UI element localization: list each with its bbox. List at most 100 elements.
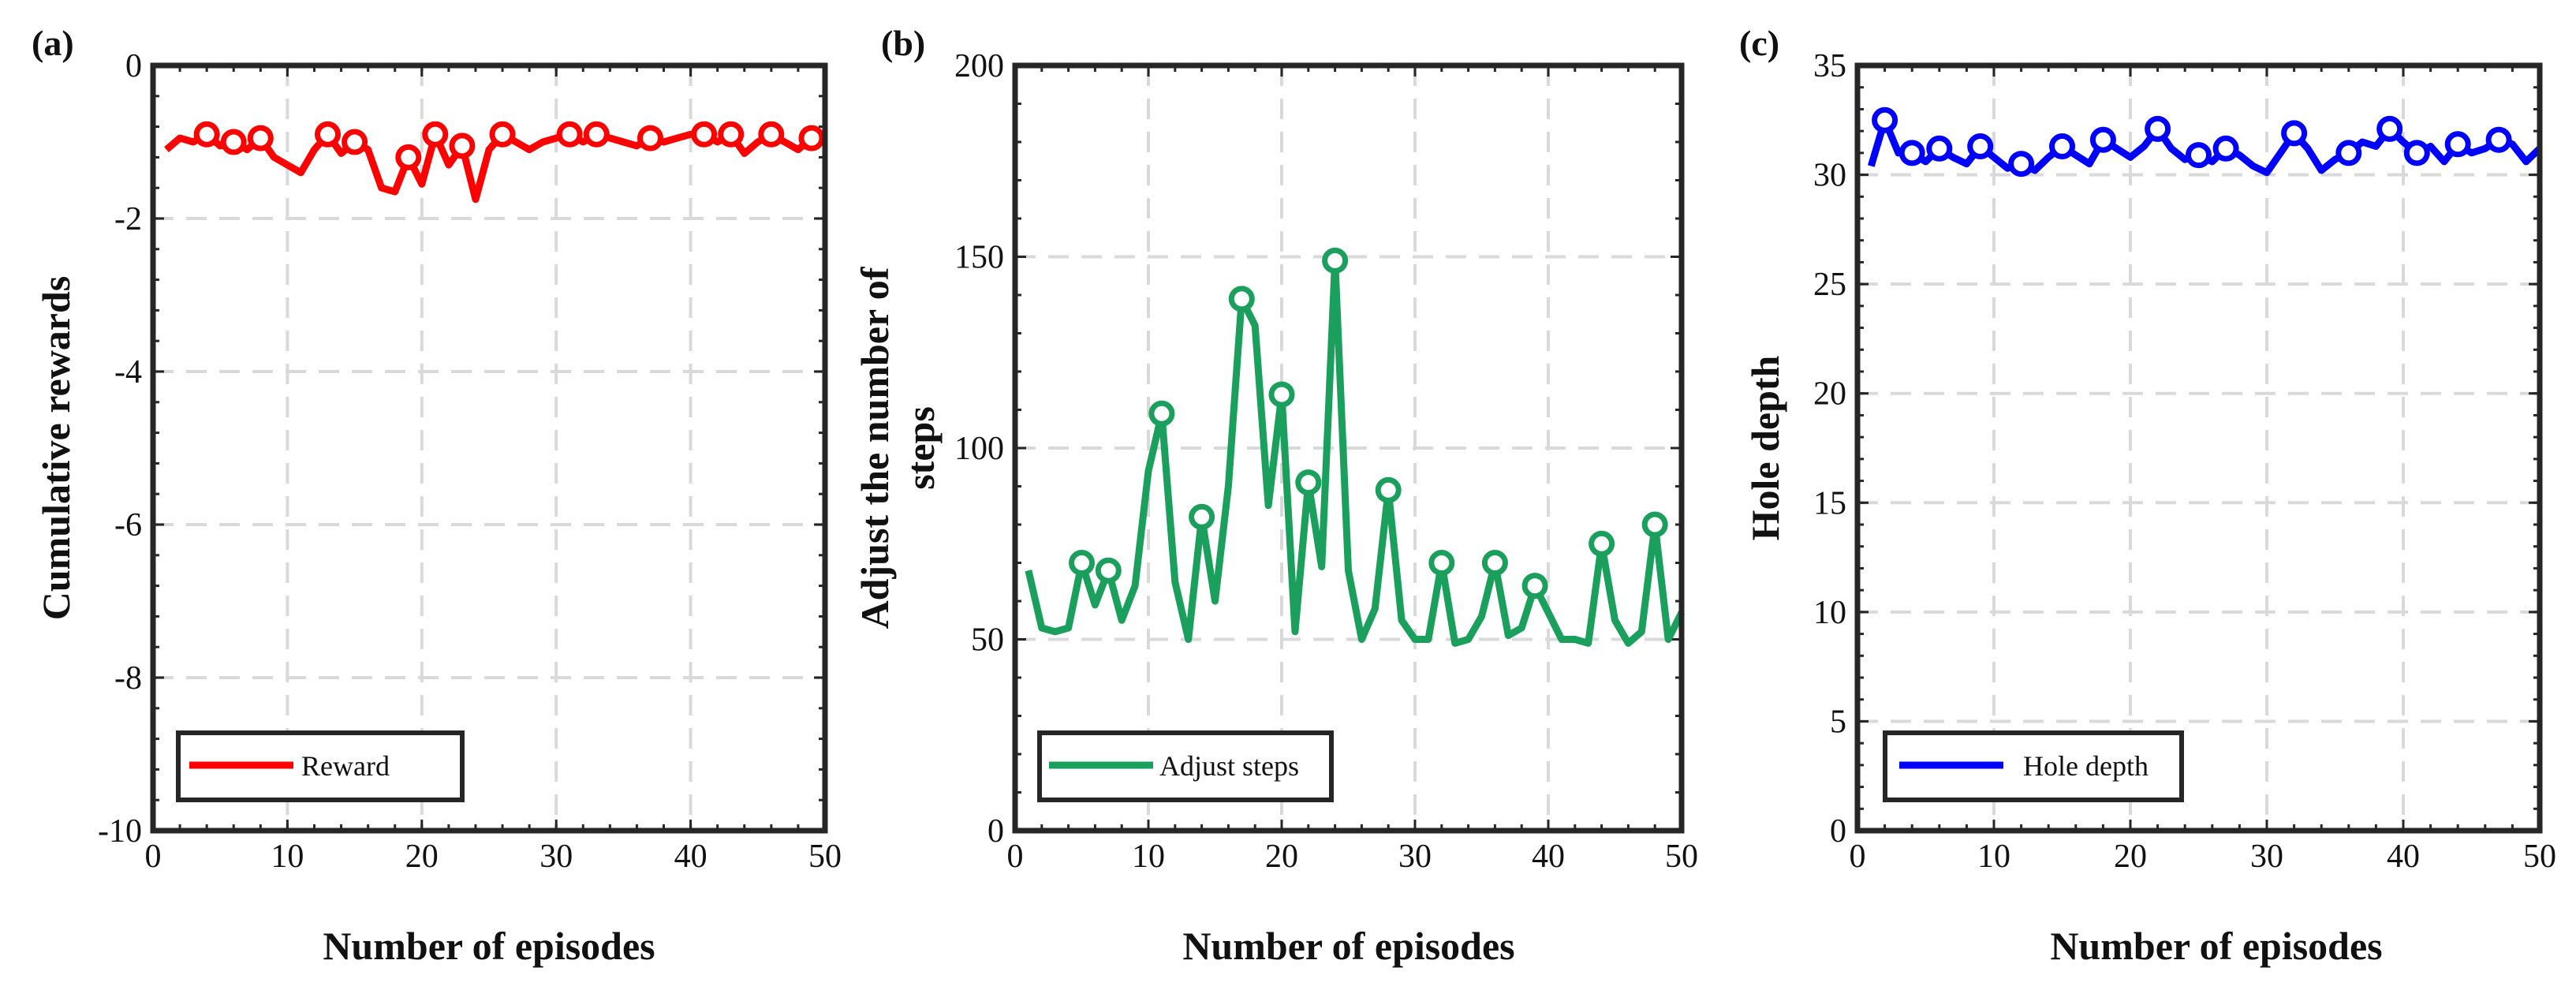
- marker-adjust-steps: [1589, 530, 1615, 557]
- y-tick-label-c: 15: [1813, 485, 1846, 521]
- y-tick-label-c: 30: [1813, 158, 1846, 194]
- y-tick-label-c: 20: [1813, 376, 1846, 413]
- marker-hole-depth: [2403, 140, 2430, 166]
- y-tick-label-a: -8: [114, 660, 142, 697]
- y-tick-label-b: 100: [954, 431, 1004, 467]
- legend-label-reward: Reward: [301, 750, 390, 782]
- marker-hole-depth: [2089, 126, 2116, 153]
- marker-adjust-steps: [1095, 557, 1122, 584]
- marker-reward: [315, 121, 341, 148]
- y-tick-label-b: 200: [954, 48, 1004, 84]
- x-tick-label-a: 10: [271, 839, 304, 875]
- marker-adjust-steps: [1069, 550, 1095, 576]
- marker-reward: [758, 121, 785, 148]
- y-tick-label-c: 35: [1813, 48, 1846, 84]
- marker-hole-depth: [2335, 140, 2362, 166]
- legend-b: Adjust steps: [1037, 730, 1334, 802]
- tick-labels-b: 0 10 20 30 40 50 0 50 100 150 200: [954, 48, 1698, 875]
- marker-reward: [718, 121, 745, 148]
- x-tick-label-a: 40: [674, 839, 707, 875]
- x-tick-label-c: 50: [2523, 839, 2556, 875]
- marker-hole-depth: [2008, 151, 2035, 177]
- marker-adjust-steps: [1295, 469, 1322, 496]
- marker-hole-depth: [2212, 135, 2239, 162]
- series-line-adjust-steps: [1025, 256, 1686, 647]
- y-axis-title-b-line2: steps: [898, 406, 943, 490]
- y-tick-label-c: 25: [1813, 267, 1846, 303]
- legend-label-hole-depth: Hole depth: [2023, 750, 2149, 782]
- y-tick-label-c: 10: [1813, 595, 1846, 631]
- plot-area-c: [1857, 65, 2540, 831]
- panel-a: 0 10 20 30 40 50 -10 -8 -6 -4 -2 0 (a) Cumulative r…: [32, 23, 842, 968]
- marker-hole-depth: [1926, 135, 1953, 162]
- x-axis-title-a: Number of episodes: [323, 924, 655, 968]
- x-axis-title-c: Number of episodes: [2050, 924, 2382, 968]
- y-tick-label-c: 0: [1830, 813, 1846, 850]
- y-tick-label-c: 5: [1830, 704, 1846, 740]
- marker-reward: [489, 121, 516, 148]
- legend-a: Reward: [176, 730, 465, 802]
- x-tick-label-a: 30: [539, 839, 573, 875]
- marker-adjust-steps: [1189, 503, 1215, 530]
- x-tick-label-b: 0: [1007, 839, 1024, 875]
- plot-area-a: [153, 65, 825, 831]
- panel-b: 0 10 20 30 40 50 0 50 100 150 200 (b) Adjust the n…: [853, 23, 1698, 968]
- y-tick-label-b: 0: [987, 813, 1004, 850]
- legend-label-adjust-steps: Adjust steps: [1159, 750, 1299, 782]
- tick-labels-a: 0 10 20 30 40 50 -10 -8 -6 -4 -2 0: [98, 48, 842, 875]
- x-tick-label-b: 50: [1665, 839, 1698, 875]
- x-tick-label-b: 10: [1132, 839, 1165, 875]
- marker-reward: [342, 129, 368, 155]
- y-axis-title-a: Cumulative rewards: [34, 276, 78, 621]
- y-tick-label-a: 0: [125, 48, 142, 84]
- panel-label-b: (b): [881, 23, 925, 63]
- marker-hole-depth: [2145, 115, 2171, 142]
- x-tick-label-b: 30: [1398, 839, 1432, 875]
- marker-reward: [556, 121, 583, 148]
- y-tick-label-a: -6: [114, 507, 142, 544]
- axes-frame-c: [1854, 62, 2543, 834]
- marker-hole-depth: [1967, 133, 1994, 159]
- x-tick-label-a: 50: [808, 839, 842, 875]
- y-tick-label-a: -2: [114, 201, 142, 237]
- marker-reward: [247, 125, 274, 151]
- series-c: [1867, 106, 2543, 177]
- y-tick-label-a: -4: [114, 354, 142, 390]
- marker-adjust-steps: [1428, 550, 1455, 576]
- panel-c: 0 10 20 30 40 50 0 5 10 15 20 25 30 35 (c) Hole depth…: [1739, 23, 2556, 968]
- panel-label-c: (c): [1739, 23, 1779, 63]
- x-tick-label-a: 0: [145, 839, 162, 875]
- marker-reward: [691, 121, 718, 148]
- marker-adjust-steps: [1228, 286, 1255, 312]
- marker-hole-depth: [1898, 140, 1925, 166]
- marker-hole-depth: [2376, 115, 2403, 142]
- x-tick-label-a: 20: [405, 839, 439, 875]
- marker-adjust-steps: [1268, 381, 1295, 408]
- series-a: [164, 121, 827, 204]
- marker-adjust-steps: [1148, 400, 1175, 427]
- y-tick-label-b: 50: [971, 622, 1004, 659]
- marker-adjust-steps: [1521, 573, 1548, 600]
- axes-frame-b: [1012, 62, 1685, 834]
- marker-reward: [193, 121, 220, 148]
- marker-reward: [422, 121, 449, 148]
- x-tick-label-b: 40: [1532, 839, 1565, 875]
- x-tick-label-c: 40: [2387, 839, 2420, 875]
- marker-hole-depth: [2049, 133, 2075, 159]
- marker-hole-depth: [1872, 106, 1898, 133]
- marker-reward: [637, 125, 663, 151]
- marker-hole-depth: [2485, 126, 2512, 153]
- marker-hole-depth: [2186, 142, 2212, 169]
- y-axis-title-b-line1: Adjust the number of: [853, 266, 897, 629]
- marker-reward: [798, 125, 825, 151]
- x-tick-label-b: 20: [1265, 839, 1298, 875]
- tick-labels-c: 0 10 20 30 40 50 0 5 10 15 20 25 30 35: [1813, 48, 2556, 875]
- x-tick-label-c: 10: [1977, 839, 2010, 875]
- panel-label-a: (a): [32, 23, 74, 63]
- marker-reward: [449, 133, 476, 159]
- marker-adjust-steps: [1641, 511, 1668, 538]
- series-b: [1025, 247, 1686, 647]
- marker-adjust-steps: [1481, 550, 1508, 576]
- grid-c: [1857, 65, 2540, 831]
